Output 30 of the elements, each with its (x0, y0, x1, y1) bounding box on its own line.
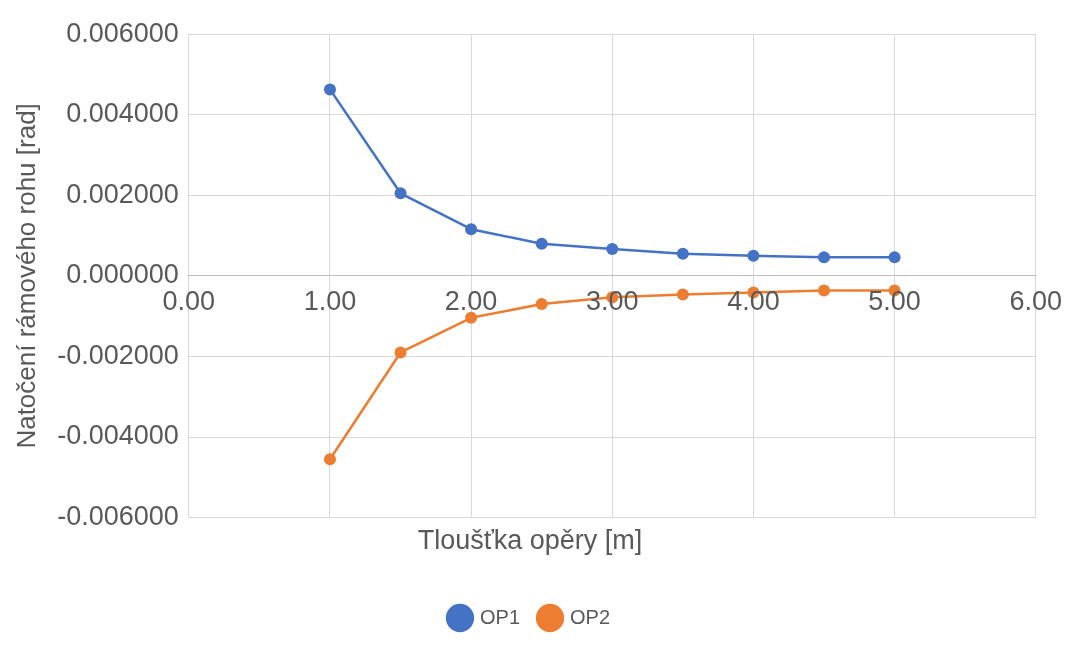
y-tick-label: 0.004000 (66, 98, 179, 129)
point (323, 453, 336, 466)
x-tick-label: 6.00 (1009, 285, 1063, 316)
point (818, 251, 830, 264)
y-tick-label: 0.002000 (66, 178, 179, 209)
point (394, 187, 407, 200)
x-tick-label: 5.00 (868, 285, 921, 316)
x-tick-label: 4.00 (727, 285, 780, 316)
point (535, 298, 548, 311)
point (394, 346, 407, 359)
y-tick-label: -0.002000 (57, 339, 179, 370)
point (465, 311, 478, 324)
y-tick-label: 0.006000 (66, 17, 179, 48)
x-axis-title: Tloušťka opěry [m] (417, 525, 643, 556)
x-tick-label: 1.00 (303, 285, 357, 316)
y-tick-label: -0.006000 (57, 501, 179, 532)
legend-label: OP1 (479, 605, 521, 628)
y-tick-label: -0.004000 (57, 420, 179, 451)
point (818, 284, 830, 297)
point (606, 242, 619, 255)
point (465, 223, 478, 236)
point (747, 249, 760, 262)
point (676, 288, 689, 301)
point (323, 83, 336, 96)
x-tick-label: 2.00 (444, 285, 498, 316)
point (535, 237, 548, 250)
point (888, 251, 901, 264)
point (676, 247, 689, 260)
y-axis-title: Natočení rámového rohu [rad] (10, 103, 41, 449)
legend-label: OP2 (570, 605, 611, 628)
